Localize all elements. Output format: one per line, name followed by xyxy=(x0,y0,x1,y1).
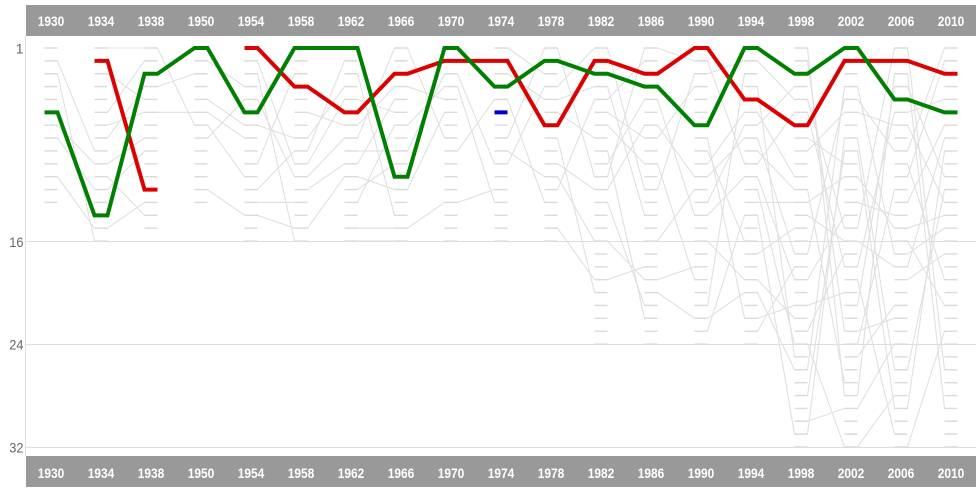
svg-text:1934: 1934 xyxy=(88,13,115,29)
svg-text:1954: 1954 xyxy=(238,13,265,29)
svg-text:1974: 1974 xyxy=(488,13,515,29)
svg-text:1930: 1930 xyxy=(38,465,65,481)
svg-text:24: 24 xyxy=(9,337,23,353)
svg-text:1982: 1982 xyxy=(588,13,615,29)
svg-text:1958: 1958 xyxy=(288,465,315,481)
svg-text:1970: 1970 xyxy=(438,465,465,481)
svg-text:1990: 1990 xyxy=(688,465,715,481)
svg-text:1982: 1982 xyxy=(588,465,615,481)
svg-text:32: 32 xyxy=(9,440,23,456)
svg-text:1978: 1978 xyxy=(538,465,565,481)
svg-text:1950: 1950 xyxy=(188,465,215,481)
svg-text:1994: 1994 xyxy=(738,465,765,481)
svg-text:1954: 1954 xyxy=(238,465,265,481)
svg-text:1986: 1986 xyxy=(638,465,665,481)
svg-text:1998: 1998 xyxy=(788,13,815,29)
svg-text:1934: 1934 xyxy=(88,465,115,481)
svg-text:1970: 1970 xyxy=(438,13,465,29)
svg-text:1986: 1986 xyxy=(638,13,665,29)
svg-text:16: 16 xyxy=(9,234,23,250)
svg-text:1978: 1978 xyxy=(538,13,565,29)
svg-text:1966: 1966 xyxy=(388,13,415,29)
svg-text:2010: 2010 xyxy=(938,465,965,481)
svg-text:1938: 1938 xyxy=(138,13,165,29)
svg-text:1958: 1958 xyxy=(288,13,315,29)
svg-text:1966: 1966 xyxy=(388,465,415,481)
svg-text:1994: 1994 xyxy=(738,13,765,29)
svg-text:1930: 1930 xyxy=(38,13,65,29)
svg-text:1938: 1938 xyxy=(138,465,165,481)
svg-text:2006: 2006 xyxy=(888,13,915,29)
svg-text:2002: 2002 xyxy=(838,465,865,481)
svg-text:1990: 1990 xyxy=(688,13,715,29)
svg-text:2006: 2006 xyxy=(888,465,915,481)
svg-text:1998: 1998 xyxy=(788,465,815,481)
svg-text:1962: 1962 xyxy=(338,465,365,481)
svg-text:1962: 1962 xyxy=(338,13,365,29)
svg-text:1: 1 xyxy=(16,41,24,57)
svg-text:1974: 1974 xyxy=(488,465,515,481)
svg-text:2002: 2002 xyxy=(838,13,865,29)
svg-text:2010: 2010 xyxy=(938,13,965,29)
svg-text:1950: 1950 xyxy=(188,13,215,29)
